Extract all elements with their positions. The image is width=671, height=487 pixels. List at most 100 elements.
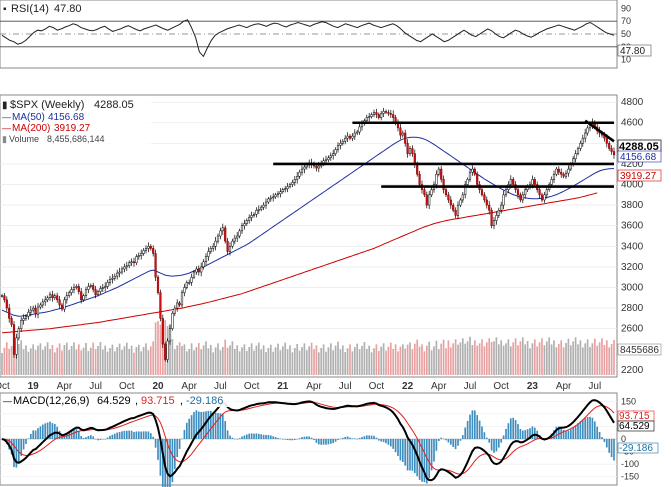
candle-up <box>53 295 56 299</box>
macd-hist-bar <box>87 435 90 439</box>
macd-hist-bar <box>423 439 426 483</box>
candle-up <box>120 268 124 273</box>
candle-up <box>269 197 272 200</box>
macd-hist-bar <box>519 428 522 439</box>
volume-bar <box>519 341 522 375</box>
macd-hist-bar <box>140 431 143 439</box>
volume-bar <box>253 350 255 375</box>
candle-up <box>250 215 253 218</box>
volume-bar <box>125 342 128 375</box>
volume-bar <box>183 344 186 375</box>
volume-bar <box>596 345 599 375</box>
macd-hist-bar <box>293 439 296 440</box>
candle-up <box>116 272 119 277</box>
candle-up <box>353 132 356 137</box>
volume-bar <box>344 352 347 375</box>
volume-bar <box>269 344 272 375</box>
macd-hist-bar <box>15 439 18 468</box>
price-tick-label: 2200 <box>621 365 644 376</box>
x-axis-label: 19 <box>28 381 40 392</box>
volume-bar <box>447 340 450 375</box>
macd-hist-bar <box>123 430 126 439</box>
macd-label-bg <box>2 394 234 407</box>
candle-down <box>8 307 11 319</box>
volume-bar <box>514 338 517 375</box>
candle-up <box>466 179 469 185</box>
macd-hist-bar <box>181 438 183 440</box>
candle-down <box>56 295 59 301</box>
macd-hist-bar <box>169 439 171 487</box>
candle-down <box>77 286 80 292</box>
x-axis-label: Jul <box>89 381 102 392</box>
candle-up <box>408 148 412 154</box>
volume-bar <box>82 347 85 375</box>
volume-value: 8,455,686,144 <box>47 134 105 144</box>
volume-bar <box>217 343 219 375</box>
candle-up <box>144 248 148 251</box>
macd-hist-bar <box>195 410 198 439</box>
volume-bar <box>128 349 131 375</box>
macd-hist-bar <box>584 418 587 439</box>
candle-down <box>473 168 476 175</box>
candle-up <box>87 286 90 290</box>
volume-bar <box>469 336 471 375</box>
macd-hist-bar <box>214 412 217 439</box>
candle-up <box>188 282 191 284</box>
volume-bar <box>39 343 42 375</box>
macd-hist-bar <box>53 423 56 439</box>
macd-hist-bar <box>75 429 78 439</box>
volume-bar <box>603 345 606 375</box>
candle-up <box>327 157 330 161</box>
candle-up <box>236 235 239 239</box>
volume-bar <box>466 341 469 375</box>
volume-bar <box>219 350 222 375</box>
volume-bar <box>53 352 56 375</box>
macd-hist-bar <box>569 429 572 439</box>
x-axis-label: Oct <box>369 381 385 392</box>
candle-up <box>365 117 368 121</box>
macd-hist-bar <box>200 411 203 439</box>
volume-bar <box>387 346 390 375</box>
macd-hist-bar <box>94 439 97 440</box>
price-tick-labels: 4800460044004200400038003600340032003000… <box>621 97 644 376</box>
candle-up <box>428 194 431 206</box>
macd-hist-bar <box>608 439 611 453</box>
candle-up <box>212 246 215 249</box>
macd-hist-bar <box>51 423 54 439</box>
volume-bar <box>413 343 416 375</box>
volume-bar <box>209 345 212 375</box>
candle-up <box>336 145 340 150</box>
price-tick-label: 3800 <box>621 200 644 211</box>
volume-bar <box>613 339 615 375</box>
volume-bar <box>289 345 291 375</box>
macd-hist-bar <box>279 438 282 440</box>
candle-up <box>291 182 294 185</box>
macd-hist-bar <box>531 426 534 439</box>
volume-bar <box>385 350 387 375</box>
macd-hist-bar <box>574 425 577 439</box>
volume-bar <box>553 340 555 375</box>
candle-up <box>339 143 342 146</box>
candle-up <box>435 173 438 185</box>
candle-up <box>284 188 287 190</box>
macd-hist-bar <box>149 433 152 439</box>
macd-hist-bar <box>238 438 241 439</box>
volume-bar <box>325 351 327 375</box>
macd-hist-bar <box>315 439 318 443</box>
macd-hist-bar <box>308 436 311 439</box>
volume-bar <box>29 348 32 375</box>
candle-up <box>39 304 42 308</box>
volume-bar <box>601 338 603 375</box>
candle-up <box>192 271 196 278</box>
volume-bar <box>425 345 428 375</box>
candle-up <box>456 204 460 216</box>
macd-tick-label: 0 <box>621 434 626 444</box>
macd-label: MACD(12,26,9) <box>13 395 89 407</box>
volume-bar <box>15 345 18 375</box>
volume-bar <box>531 343 534 375</box>
macd-hist-bar <box>243 435 246 439</box>
macd-hist-bar <box>142 431 145 439</box>
volume-bar <box>308 346 311 375</box>
candle-up <box>185 282 188 288</box>
macd-hist-bar <box>63 435 66 439</box>
